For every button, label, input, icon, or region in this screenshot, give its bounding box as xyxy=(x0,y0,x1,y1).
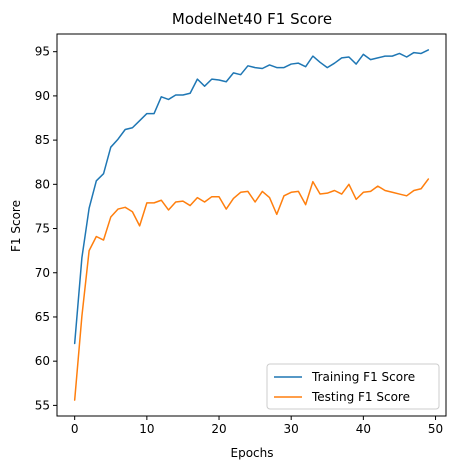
series-line-testing-f1-score xyxy=(73,178,430,401)
legend-box xyxy=(266,363,440,410)
y-tick-label: 90 xyxy=(35,89,50,103)
x-tick-label: 0 xyxy=(71,422,79,436)
plot-frame xyxy=(56,33,447,417)
x-tick-label: 30 xyxy=(284,422,299,436)
legend: Training F1 Score Testing F1 Score xyxy=(266,363,440,410)
y-tick-label: 55 xyxy=(35,398,50,412)
y-tick-label: 80 xyxy=(35,177,50,191)
chart-title: ModelNet40 F1 Score xyxy=(172,10,332,28)
y-tick-label: 65 xyxy=(35,310,50,324)
x-tick-label: 20 xyxy=(211,422,226,436)
legend-label-training: Training F1 Score xyxy=(311,370,415,384)
y-tick-label: 85 xyxy=(35,133,50,147)
axis-ticks: 0 10 20 30 40 50 55 60 65 70 75 80 85 90 95 xyxy=(35,45,443,436)
x-tick-label: 40 xyxy=(356,422,371,436)
legend-label-testing: Testing F1 Score xyxy=(311,390,410,404)
x-tick-label: 50 xyxy=(428,422,443,436)
series-line-training-f1-score xyxy=(73,49,430,345)
y-axis-label: F1 Score xyxy=(9,200,23,252)
y-tick-label: 95 xyxy=(35,45,50,59)
series-lines xyxy=(73,49,430,401)
y-tick-label: 70 xyxy=(35,266,50,280)
y-tick-label: 75 xyxy=(35,222,50,236)
x-axis-label: Epochs xyxy=(231,446,274,460)
x-tick-label: 10 xyxy=(139,422,154,436)
y-tick-label: 60 xyxy=(35,354,50,368)
